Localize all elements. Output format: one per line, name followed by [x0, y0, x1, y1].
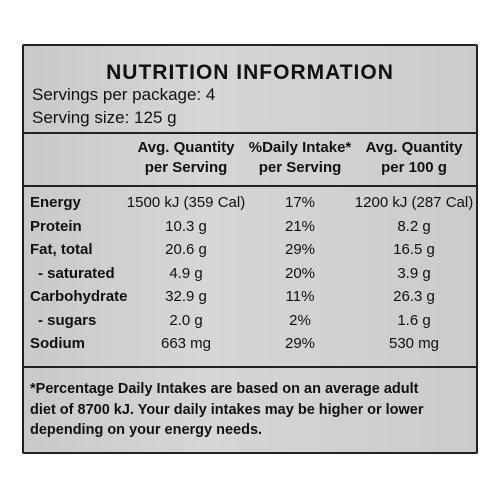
- cell: 11%: [285, 288, 315, 305]
- cell: 2%: [289, 311, 311, 329]
- row-label: - saturated: [38, 264, 115, 282]
- column-header: Avg. Quantity: [137, 139, 235, 156]
- column-header: per Serving: [144, 159, 228, 176]
- cell: 1500 kJ (359 Cal): [126, 194, 246, 211]
- footnote-line: diet of 8700 kJ. Your daily intakes may …: [30, 401, 424, 418]
- cell: 32.9 g: [165, 288, 207, 305]
- column-header: %Daily Intake*: [248, 139, 352, 156]
- cell: 17%: [284, 194, 316, 211]
- row-label: Carbohydrate: [30, 288, 128, 305]
- cell: 1200 kJ (287 Cal): [354, 194, 474, 211]
- cell: 2.0 g: [169, 311, 203, 329]
- footnote-line: depending on your energy needs.: [30, 422, 263, 438]
- cell: 16.5 g: [393, 241, 435, 258]
- servings-per-package: Servings per package: 4: [32, 85, 216, 104]
- cell: 20.6 g: [165, 241, 207, 258]
- cell: 10.3 g: [165, 217, 207, 235]
- cell: 29%: [284, 335, 316, 352]
- cell: 20%: [284, 264, 316, 282]
- cell: 21%: [284, 217, 316, 235]
- rule: [24, 185, 476, 187]
- cell: 1.6 g: [397, 311, 431, 329]
- cell: 663 mg: [160, 335, 212, 352]
- cell: 4.9 g: [169, 264, 203, 282]
- rule: [24, 132, 476, 134]
- serving-size: Serving size: 125 g: [32, 108, 177, 127]
- cell: 29%: [284, 241, 316, 258]
- nutrition-panel: NUTRITION INFORMATION Servings per packa…: [22, 44, 478, 454]
- row-label: Protein: [30, 217, 82, 235]
- title: NUTRITION INFORMATION: [106, 61, 394, 84]
- rule: [24, 366, 476, 368]
- cell: 8.2 g: [397, 217, 431, 235]
- row-label: Sodium: [30, 335, 85, 352]
- cell: 26.3 g: [393, 288, 435, 305]
- footnote-line: *Percentage Daily Intakes are based on a…: [30, 381, 419, 397]
- row-label: - sugars: [38, 311, 97, 329]
- column-header: Avg. Quantity: [365, 139, 463, 156]
- cell: 530 mg: [388, 335, 440, 352]
- row-label: Energy: [30, 194, 81, 211]
- cell: 3.9 g: [397, 264, 431, 282]
- column-header: per Serving: [258, 159, 342, 176]
- column-header: per 100 g: [381, 159, 447, 176]
- row-label: Fat, total: [30, 241, 93, 258]
